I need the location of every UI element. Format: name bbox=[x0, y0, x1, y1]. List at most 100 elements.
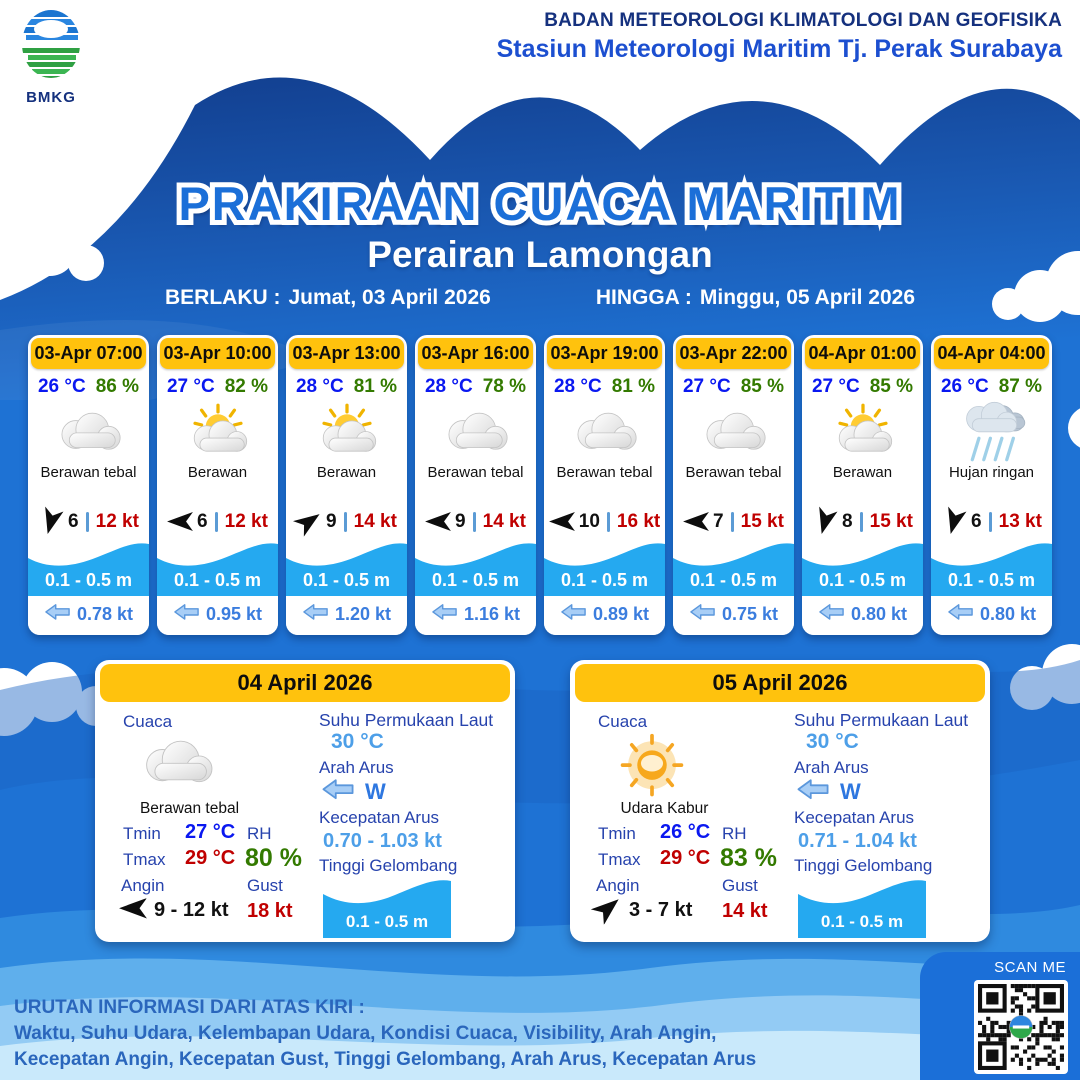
daily-wind-range: 9 - 12 kt bbox=[154, 899, 229, 922]
qr-code-image bbox=[978, 984, 1064, 1070]
rh-label: RH bbox=[722, 824, 747, 843]
weather-description: Berawan bbox=[316, 464, 377, 481]
weather-description: Berawan tebal bbox=[685, 464, 782, 481]
current-row: 0.78 kt bbox=[28, 596, 149, 635]
valid-until-value: Minggu, 05 April 2026 bbox=[699, 286, 915, 309]
wind-direction-icon bbox=[683, 512, 709, 532]
current-speed: 0.95 kt bbox=[205, 603, 263, 624]
current-left-arrow-icon bbox=[321, 778, 355, 805]
wind-direction-icon bbox=[812, 506, 838, 534]
sst-value: 30 °C bbox=[806, 730, 859, 753]
sun-cloud-icon bbox=[286, 400, 407, 464]
current-direction-value: W bbox=[840, 778, 861, 804]
daily-wave-height: 0.1 - 0.5 m bbox=[345, 912, 429, 931]
current-speed: 0.89 kt bbox=[592, 603, 650, 624]
current-speed: 1.20 kt bbox=[334, 603, 392, 624]
daily-wind-row: 3 - 7 kt bbox=[590, 898, 693, 926]
weather-description: Berawan bbox=[187, 464, 248, 481]
valid-until-label: HINGGA : bbox=[595, 286, 692, 309]
footer-legend-line2: Waktu, Suhu Udara, Kelembapan Udara, Kon… bbox=[14, 1023, 717, 1044]
weather-description: Berawan tebal bbox=[427, 464, 524, 481]
wind-gust: 16 kt bbox=[616, 511, 661, 532]
wind-row: 9 14 kt bbox=[286, 506, 407, 538]
gust-value: 18 kt bbox=[247, 900, 293, 922]
wave-height-band: 0.1 - 0.5 m bbox=[802, 538, 923, 596]
daily-wave-height: 0.1 - 0.5 m bbox=[820, 912, 904, 931]
current-left-arrow-icon bbox=[818, 603, 845, 626]
wave-height: 0.1 - 0.5 m bbox=[947, 570, 1036, 590]
wave-height-band: 0.1 - 0.5 m bbox=[544, 538, 665, 596]
current-left-arrow-icon bbox=[431, 603, 458, 626]
sun-haze-icon bbox=[606, 732, 698, 803]
wind-speed: 6 bbox=[68, 511, 79, 532]
separator bbox=[85, 512, 89, 532]
wave-height-band: 0.1 - 0.5 m bbox=[931, 538, 1052, 596]
footer-legend: URUTAN INFORMASI DARI ATAS KIRI : Waktu,… bbox=[14, 995, 756, 1073]
weather-description: Berawan bbox=[832, 464, 893, 481]
wave-height-box: 0.1 - 0.5 m bbox=[798, 876, 926, 938]
hourly-humidity: 86 % bbox=[95, 376, 140, 397]
tmax-label: Tmax bbox=[598, 850, 641, 869]
wind-speed: 6 bbox=[197, 511, 208, 532]
wind-direction-icon bbox=[38, 506, 64, 534]
current-speed: 0.78 kt bbox=[76, 603, 134, 624]
daily-wind-range: 3 - 7 kt bbox=[629, 899, 693, 922]
hourly-humidity: 82 % bbox=[224, 376, 269, 397]
gust-label: Gust bbox=[722, 876, 758, 895]
sst-label: Suhu Permukaan Laut bbox=[319, 710, 494, 730]
hourly-temperature: 27 °C bbox=[682, 376, 731, 397]
wind-gust: 12 kt bbox=[224, 511, 268, 532]
hourly-humidity: 81 % bbox=[353, 376, 398, 397]
hourly-time: 03-Apr 10:00 bbox=[160, 338, 275, 369]
wave-height: 0.1 - 0.5 m bbox=[560, 570, 649, 590]
wave-height: 0.1 - 0.5 m bbox=[689, 570, 778, 590]
wave-height: 0.1 - 0.5 m bbox=[173, 570, 262, 590]
cloud-icon bbox=[28, 400, 149, 464]
wind-speed: 7 bbox=[713, 511, 724, 532]
weather-description: Hujan ringan bbox=[948, 464, 1035, 481]
wave-shape bbox=[802, 543, 923, 596]
tmin-value: 26 °C bbox=[660, 821, 711, 843]
current-row: 0.80 kt bbox=[931, 596, 1052, 635]
cuaca-label: Cuaca bbox=[123, 712, 173, 731]
current-left-arrow-icon bbox=[947, 603, 974, 626]
sun-cloud-icon bbox=[802, 400, 923, 464]
current-direction-row: W bbox=[796, 778, 861, 805]
wind-direction-icon bbox=[293, 512, 322, 537]
valid-from: BERLAKU : Jumat, 03 April 2026 bbox=[165, 286, 491, 310]
weather-description: Berawan tebal bbox=[40, 464, 137, 481]
current-left-arrow-icon bbox=[302, 603, 329, 626]
kecepatan-arus-value: 0.71 - 1.04 kt bbox=[798, 830, 917, 852]
scan-me-label: SCAN ME bbox=[994, 959, 1066, 976]
hourly-forecast-card: 04-Apr 04:00 26 °C 87 % Hujan ringan 6 1… bbox=[931, 335, 1052, 635]
org-header: BADAN METEOROLOGI KLIMATOLOGI DAN GEOFIS… bbox=[497, 10, 1062, 64]
separator bbox=[606, 512, 610, 532]
wave-shape bbox=[673, 543, 794, 596]
current-row: 0.95 kt bbox=[157, 596, 278, 635]
current-left-arrow-icon bbox=[173, 603, 200, 626]
hourly-temperature: 28 °C bbox=[553, 376, 602, 397]
hourly-humidity: 78 % bbox=[482, 376, 527, 397]
current-speed: 0.80 kt bbox=[850, 603, 908, 624]
wind-row: 6 12 kt bbox=[157, 506, 278, 538]
wind-gust: 14 kt bbox=[482, 511, 526, 532]
tmax-value: 29 °C bbox=[660, 847, 711, 869]
wave-height: 0.1 - 0.5 m bbox=[302, 570, 391, 590]
wind-speed: 9 bbox=[455, 511, 466, 532]
wind-direction-icon bbox=[941, 506, 967, 534]
wave-height: 0.1 - 0.5 m bbox=[431, 570, 520, 590]
qr-panel: SCAN ME bbox=[920, 952, 1080, 1080]
wind-row: 10 16 kt bbox=[544, 506, 665, 538]
wind-gust: 15 kt bbox=[869, 511, 913, 532]
hourly-time: 03-Apr 07:00 bbox=[31, 338, 146, 369]
rh-value: 83 % bbox=[720, 844, 777, 872]
separator bbox=[730, 512, 734, 532]
current-speed: 1.16 kt bbox=[463, 603, 521, 624]
current-row: 1.16 kt bbox=[415, 596, 536, 635]
kecepatan-arus-label: Kecepatan Arus bbox=[319, 808, 440, 827]
hourly-time: 04-Apr 01:00 bbox=[805, 338, 920, 369]
wave-height-box: 0.1 - 0.5 m bbox=[323, 876, 451, 938]
wind-direction-icon bbox=[119, 898, 147, 923]
cloud-icon bbox=[544, 400, 665, 464]
